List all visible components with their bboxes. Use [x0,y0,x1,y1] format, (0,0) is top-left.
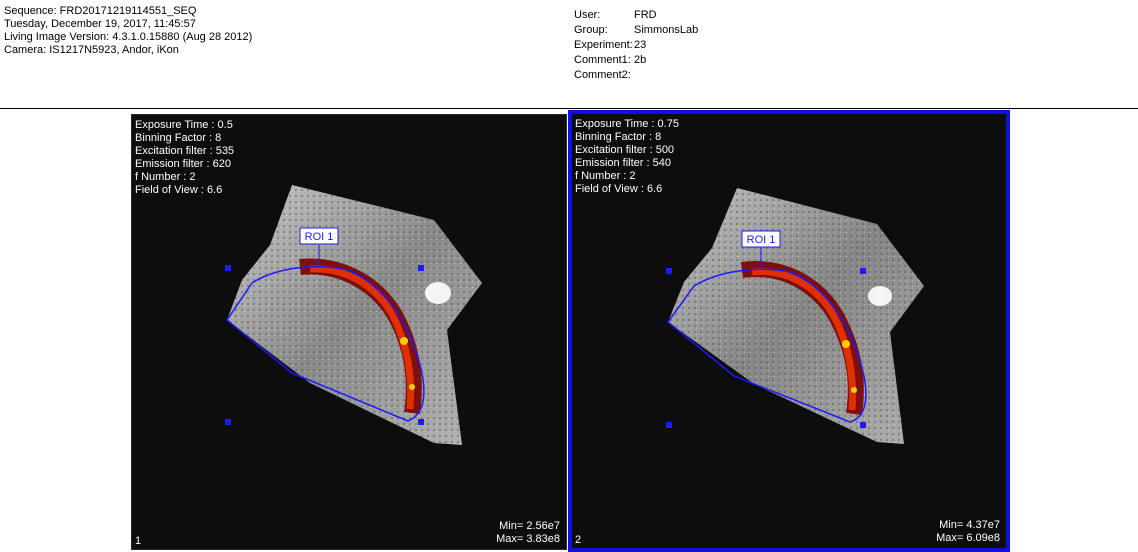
image-panel-2[interactable]: ROI 1 Exposure Time : 0.75 Binning Facto… [568,110,1010,552]
sequence-info: Sequence: FRD20171219114551_SEQ Tuesday,… [4,5,252,57]
panel-index: 2 [575,534,581,546]
roi-handle[interactable] [666,268,672,274]
min-value: Min= 2.56e7 [496,520,560,533]
version-line: Living Image Version: 4.3.1.0.15880 (Aug… [4,31,252,44]
roi-handle[interactable] [225,265,231,271]
bright-spot [425,282,451,304]
panel-index: 1 [135,535,141,547]
user-info: User: FRD Group: SimmonsLab Experiment: 23 … [574,8,698,83]
comment2-row: Comment2: [574,68,698,83]
intensity-range: Min= 2.56e7 Max= 3.83e8 [496,520,560,546]
group-row: Group: SimmonsLab [574,23,698,38]
sequence-line: Sequence: FRD20171219114551_SEQ [4,5,252,18]
roi-handle[interactable] [860,422,866,428]
max-value: Max= 3.83e8 [496,533,560,546]
user-row: User: FRD [574,8,698,23]
acquisition-info: Exposure Time : 0.75 Binning Factor : 8 … [575,118,679,196]
max-value: Max= 6.09e8 [936,532,1000,545]
header-divider [0,108,1138,109]
date-line: Tuesday, December 19, 2017, 11:45:57 [4,18,252,31]
intensity-range: Min= 4.37e7 Max= 6.09e8 [936,519,1000,545]
roi-handle[interactable] [666,422,672,428]
roi-handle[interactable] [418,419,424,425]
bright-spot [868,286,892,306]
comment1-row: Comment1: 2b [574,53,698,68]
roi-label: ROI 1 [747,234,776,246]
roi-handle[interactable] [418,265,424,271]
min-value: Min= 4.37e7 [936,519,1000,532]
roi-label: ROI 1 [305,231,334,243]
image-panel-1[interactable]: ROI 1 Exposure Time : 0.5 Binning Factor… [131,114,567,550]
acquisition-info: Exposure Time : 0.5 Binning Factor : 8 E… [135,119,234,197]
camera-line: Camera: IS1217N5923, Andor, iKon [4,44,252,57]
roi-handle[interactable] [225,419,231,425]
experiment-row: Experiment: 23 [574,38,698,53]
roi-handle[interactable] [860,268,866,274]
